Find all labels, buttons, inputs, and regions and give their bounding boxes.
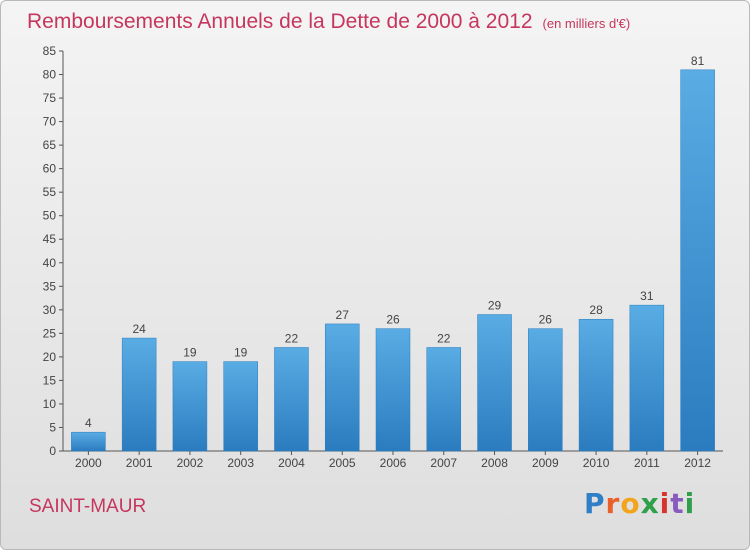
y-tick-label: 60 [43, 162, 57, 176]
bar [426, 347, 462, 452]
x-tick-label: 2011 [634, 456, 660, 470]
bar [223, 361, 258, 452]
bar [274, 347, 309, 452]
x-tick-label: 2005 [329, 456, 356, 470]
bar [172, 361, 208, 452]
bar [71, 431, 106, 452]
y-tick-label: 85 [43, 44, 57, 58]
logo-letter: i [684, 487, 696, 520]
y-tick-label: 0 [49, 444, 56, 458]
y-tick-label: 25 [43, 326, 57, 340]
chart-title: Remboursements Annuels de la Dette de 20… [27, 10, 630, 34]
x-tick-label: 2000 [75, 456, 102, 470]
y-tick-label: 50 [43, 209, 57, 223]
y-tick-label: 35 [43, 279, 57, 293]
y-tick-label: 15 [43, 373, 57, 387]
data-label: 26 [539, 313, 553, 327]
bar [680, 69, 715, 452]
bar [629, 304, 665, 452]
data-label: 81 [691, 54, 705, 68]
bars [71, 69, 715, 452]
data-label: 19 [183, 346, 197, 360]
x-tick-label: 2003 [227, 456, 254, 470]
y-tick-label: 55 [43, 185, 57, 199]
data-label: 22 [437, 331, 451, 345]
x-tick-label: 2010 [583, 456, 610, 470]
logo-letter: t [670, 487, 685, 520]
x-tick-label: 2002 [177, 456, 204, 470]
data-label: 26 [386, 313, 400, 327]
data-label: 24 [132, 322, 146, 336]
bar [477, 314, 512, 452]
x-tick-label: 2008 [481, 456, 508, 470]
unit-label: (en milliers d'€) [542, 16, 631, 31]
x-tick-label: 2004 [278, 456, 305, 470]
commune-name: SAINT-MAUR [29, 496, 147, 517]
x-tick-label: 2006 [380, 456, 407, 470]
x-tick-label: 2001 [126, 456, 153, 470]
data-label: 29 [488, 299, 502, 313]
data-label: 19 [234, 346, 248, 360]
y-tick-label: 30 [43, 303, 57, 317]
bar [375, 328, 411, 452]
x-tick-label: 2012 [684, 456, 711, 470]
y-tick-label: 5 [49, 420, 56, 434]
logo-letter: x [640, 487, 660, 520]
data-label: 28 [589, 303, 603, 317]
data-label: 27 [336, 308, 350, 322]
data-label: 4 [85, 416, 92, 430]
bar [324, 323, 360, 452]
y-tick-label: 80 [43, 68, 57, 82]
bar [528, 328, 563, 452]
y-tick-label: 20 [43, 350, 57, 364]
x-tick-label: 2007 [430, 456, 457, 470]
proxiti-logo: Proxiti [584, 487, 695, 520]
logo-letter: i [659, 487, 671, 520]
logo-letter: r [605, 487, 621, 520]
x-tick-label: 2009 [532, 456, 559, 470]
data-label: 31 [640, 289, 654, 303]
bar [578, 318, 614, 452]
y-tick-label: 45 [43, 232, 57, 246]
bar [121, 337, 157, 452]
y-tick-label: 70 [43, 115, 57, 129]
y-tick-label: 40 [43, 256, 57, 270]
data-label: 22 [285, 331, 299, 345]
title-text: Remboursements Annuels de la Dette de 20… [27, 10, 533, 33]
y-tick-label: 75 [43, 91, 57, 105]
logo-letter: P [584, 487, 606, 520]
y-tick-label: 65 [43, 138, 57, 152]
logo-letter: o [620, 487, 641, 520]
y-tick-label: 10 [43, 397, 57, 411]
data-labels: 4 24 19 19 22 27 26 22 29 26 28 31 81 [85, 54, 705, 430]
